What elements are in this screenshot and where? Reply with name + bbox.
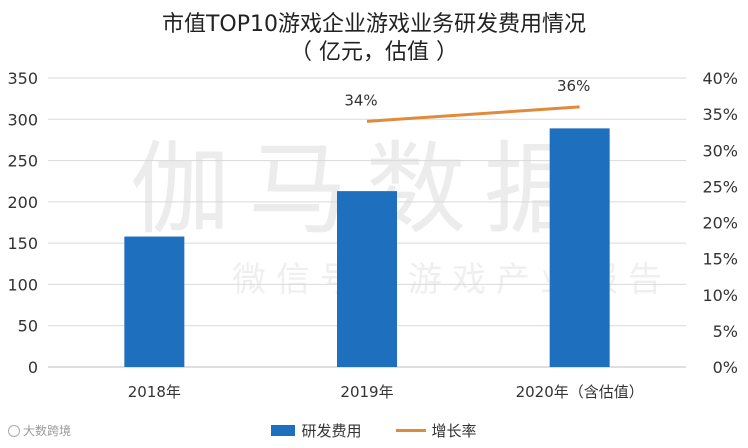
y-right-tick-label: 5% bbox=[713, 322, 738, 341]
y-right-tick-label: 15% bbox=[702, 250, 738, 269]
y-left-tick-label: 0 bbox=[28, 358, 38, 377]
bar bbox=[337, 191, 397, 367]
y-left-tick-label: 250 bbox=[7, 152, 38, 171]
y-left-tick-label: 200 bbox=[7, 193, 38, 212]
y-right-tick-label: 40% bbox=[702, 69, 738, 88]
y-left-tick-label: 150 bbox=[7, 234, 38, 253]
growth-data-label: 34% bbox=[344, 91, 377, 109]
corner-logo: 大数跨境 bbox=[8, 422, 71, 439]
legend-item-bar: 研发费用 bbox=[271, 420, 362, 441]
y-right-tick-label: 0% bbox=[713, 358, 738, 377]
corner-logo-text: 大数跨境 bbox=[23, 424, 72, 438]
x-tick-label: 2020年（含估值） bbox=[516, 383, 644, 401]
y-right-tick-label: 25% bbox=[702, 177, 738, 196]
y-left-tick-label: 100 bbox=[7, 275, 38, 294]
y-right-tick-label: 35% bbox=[702, 105, 738, 124]
x-tick-label: 2019年 bbox=[340, 383, 393, 401]
x-tick-label: 2018年 bbox=[128, 383, 181, 401]
y-left-tick-label: 350 bbox=[7, 69, 38, 88]
logo-icon bbox=[8, 424, 20, 437]
y-right-tick-label: 10% bbox=[702, 286, 738, 305]
y-left-tick-label: 300 bbox=[7, 110, 38, 129]
y-left-tick-label: 50 bbox=[18, 317, 38, 336]
chart-subtitle: （ 亿元，估值 ） bbox=[290, 40, 458, 65]
growth-data-label: 36% bbox=[557, 77, 590, 95]
legend-swatch-line bbox=[395, 429, 426, 432]
legend-swatch-bar bbox=[271, 425, 296, 436]
chart-title: 市值TOP10游戏企业游戏业务研发费用情况 bbox=[161, 12, 587, 37]
y-right-tick-label: 30% bbox=[702, 141, 738, 160]
legend-label-bar: 研发费用 bbox=[301, 422, 362, 440]
bar bbox=[124, 236, 185, 367]
growth-line bbox=[366, 105, 580, 123]
legend-label-line: 增长率 bbox=[431, 422, 477, 440]
legend: 研发费用 增长率 bbox=[0, 420, 748, 441]
bar bbox=[549, 128, 610, 367]
y-right-tick-label: 20% bbox=[702, 214, 738, 233]
legend-item-line: 增长率 bbox=[395, 420, 477, 441]
